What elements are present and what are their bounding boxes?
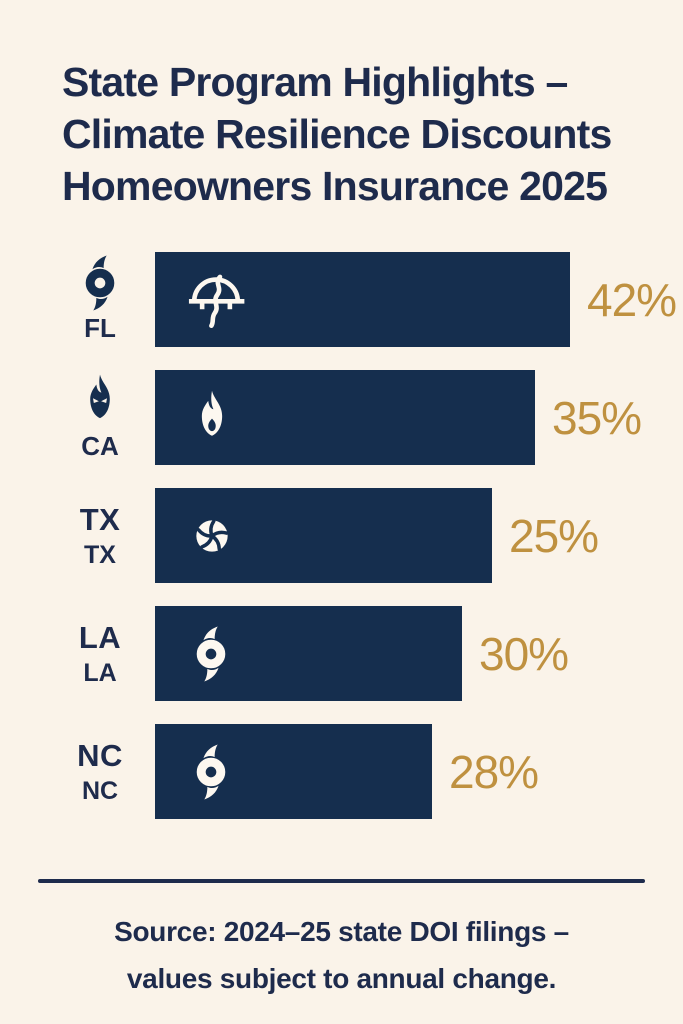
state-abbr: NC bbox=[77, 737, 123, 773]
state-abbr: CA bbox=[81, 431, 119, 461]
source-line-1: Source: 2024–25 state DOI filings – bbox=[114, 916, 569, 947]
footer-divider bbox=[38, 879, 645, 883]
bar-nc bbox=[155, 724, 432, 819]
page-title: State Program Highlights – Climate Resil… bbox=[62, 56, 643, 212]
state-abbr-sub: LA bbox=[83, 658, 117, 687]
hurricane-icon bbox=[183, 626, 239, 682]
bar-row-fl: FL 42% bbox=[45, 252, 683, 347]
value-label: 30% bbox=[479, 627, 569, 680]
row-label-ca: CA bbox=[45, 373, 155, 462]
bar-row-ca: CA 35% bbox=[45, 370, 683, 465]
value-label: 28% bbox=[449, 745, 539, 798]
hurricane-icon bbox=[183, 744, 239, 800]
bar-chart: FL 42% CA 35% TX TX bbox=[0, 252, 683, 819]
state-abbr-sub: TX bbox=[84, 540, 116, 569]
row-label-la: LA LA bbox=[45, 620, 155, 688]
state-abbr-sub: NC bbox=[81, 776, 119, 805]
state-abbr: TX bbox=[79, 501, 121, 537]
bar-tx bbox=[155, 488, 492, 583]
value-label: 42% bbox=[587, 273, 677, 326]
source-note: Source: 2024–25 state DOI filings – valu… bbox=[0, 908, 683, 1002]
row-label-nc: NC NC bbox=[45, 738, 155, 806]
flame-icon bbox=[90, 374, 110, 419]
row-label-fl: FL bbox=[45, 255, 155, 344]
bar-row-nc: NC NC 28% bbox=[45, 724, 683, 819]
state-abbr: LA bbox=[78, 619, 122, 655]
value-label: 25% bbox=[509, 509, 599, 562]
state-abbr: FL bbox=[84, 313, 116, 343]
bar-row-la: LA LA 30% bbox=[45, 606, 683, 701]
umbrella-wind-icon bbox=[183, 267, 249, 333]
pinwheel-icon bbox=[194, 518, 230, 553]
flame-icon bbox=[201, 390, 223, 436]
value-label: 35% bbox=[552, 391, 642, 444]
title-line-3: Homeowners Insurance 2025 bbox=[62, 163, 608, 209]
source-line-2: values subject to annual change. bbox=[126, 963, 557, 994]
bar-ca bbox=[155, 370, 535, 465]
bar-fl bbox=[155, 252, 570, 347]
title-line-2: Climate Resilience Discounts bbox=[62, 111, 612, 157]
bar-row-tx: TX TX 25% bbox=[45, 488, 683, 583]
hurricane-icon bbox=[72, 255, 128, 311]
title-line-1: State Program Highlights – bbox=[62, 59, 568, 105]
row-label-tx: TX TX bbox=[45, 502, 155, 570]
bar-la bbox=[155, 606, 462, 701]
